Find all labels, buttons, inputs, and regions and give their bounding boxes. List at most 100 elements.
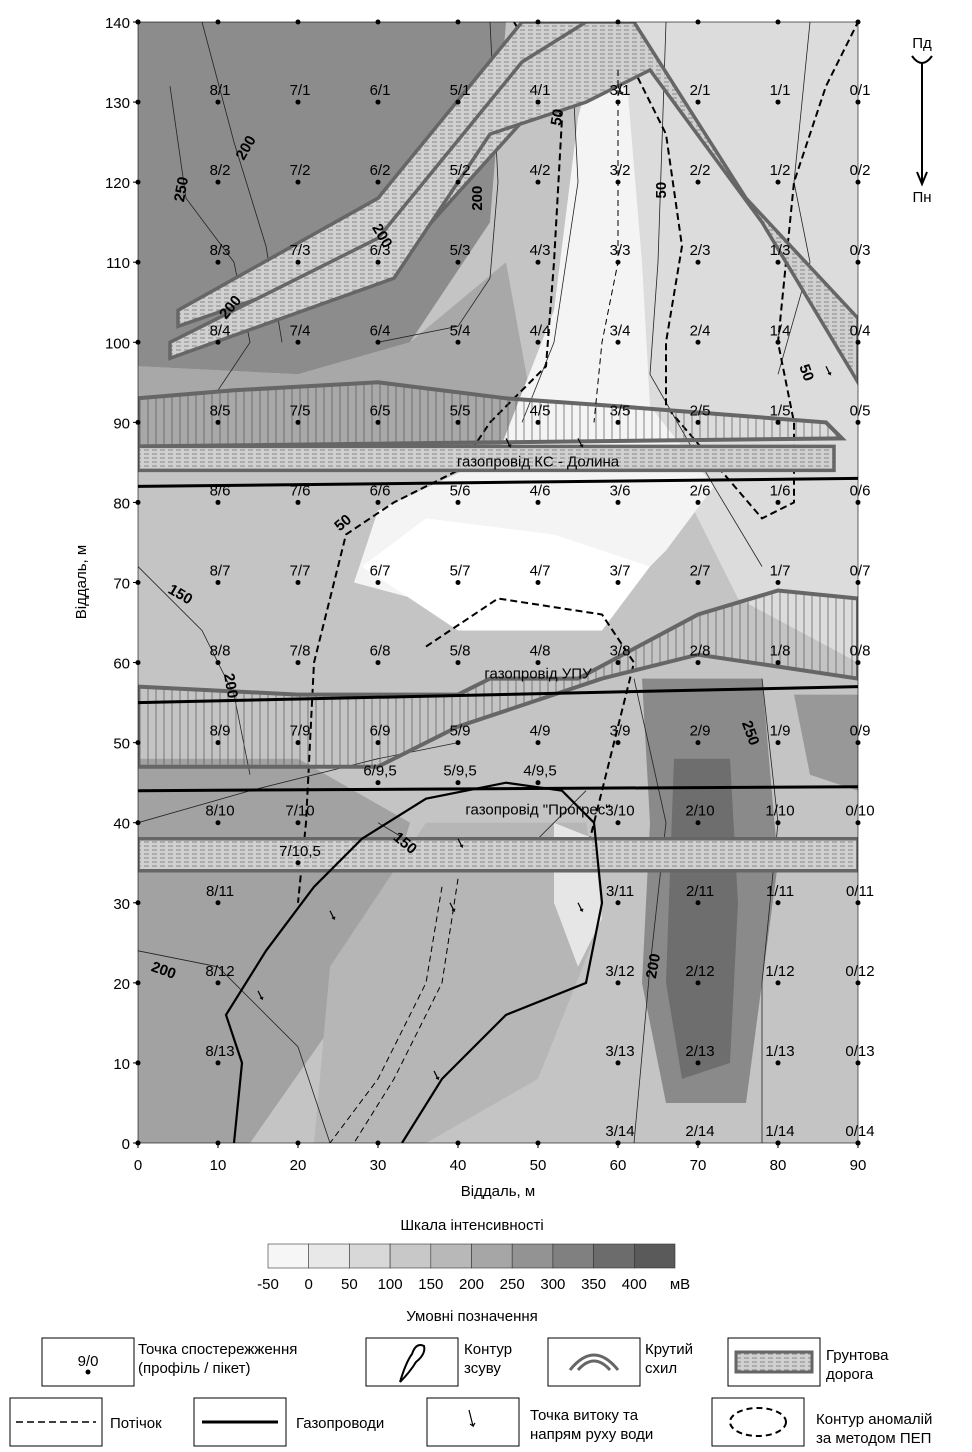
x-axis-dot — [856, 20, 861, 25]
observation-point — [456, 420, 461, 425]
observation-point — [776, 820, 781, 825]
scale-label: 300 — [540, 1276, 565, 1293]
observation-point — [616, 1141, 621, 1146]
x-tick-label: 60 — [610, 1157, 627, 1174]
y-axis-dot — [136, 340, 141, 345]
observation-point — [216, 180, 221, 185]
point-label: 8/13 — [205, 1043, 234, 1060]
observation-point — [776, 500, 781, 505]
observation-point — [296, 660, 301, 665]
observation-point — [376, 660, 381, 665]
observation-point — [456, 660, 461, 665]
observation-point — [376, 100, 381, 105]
y-axis-dot — [136, 900, 141, 905]
scale-box — [472, 1244, 513, 1268]
y-axis-dot — [136, 500, 141, 505]
y-axis-dot — [136, 420, 141, 425]
y-tick-label: 50 — [113, 736, 130, 753]
legend-text: дорога — [826, 1366, 874, 1383]
scale-label: 250 — [500, 1276, 525, 1293]
point-label: 3/8 — [610, 643, 631, 660]
point-label: 4/2 — [530, 162, 551, 179]
x-axis-dot — [216, 1141, 221, 1146]
point-label: 3/4 — [610, 322, 631, 339]
legend-sample: 9/0 — [78, 1353, 99, 1370]
pipeline-label: газопровід КС - Долина — [457, 453, 620, 470]
point-label: 5/4 — [450, 322, 471, 339]
y-tick-label: 70 — [113, 576, 130, 593]
observation-point — [616, 420, 621, 425]
observation-point — [776, 340, 781, 345]
observation-point — [216, 660, 221, 665]
x-tick-label: 40 — [450, 1157, 467, 1174]
point-label: 0/6 — [850, 482, 871, 499]
compass-south: Пд — [912, 35, 932, 52]
observation-point — [296, 180, 301, 185]
point-label: 0/4 — [850, 322, 871, 339]
observation-point — [616, 740, 621, 745]
observation-point — [456, 180, 461, 185]
observation-point — [856, 660, 861, 665]
y-axis-dot — [136, 180, 141, 185]
observation-point — [696, 260, 701, 265]
page: {"map":{ "xaxis":{"label":"Віддаль, м","… — [0, 0, 972, 1452]
legend-text: напрям руху води — [530, 1426, 653, 1443]
observation-point — [696, 740, 701, 745]
y-tick-label: 0 — [122, 1136, 130, 1153]
observation-point — [776, 580, 781, 585]
point-label: 7/4 — [290, 322, 311, 339]
legend-dot — [86, 1370, 91, 1375]
observation-point — [696, 500, 701, 505]
point-label: 8/7 — [210, 563, 231, 580]
observation-point — [216, 740, 221, 745]
point-label: 3/9 — [610, 723, 631, 740]
x-axis-dot — [296, 1141, 301, 1146]
scale-title: Шкала інтенсивності — [400, 1217, 543, 1234]
observation-point — [296, 420, 301, 425]
observation-point — [616, 260, 621, 265]
point-label: 1/5 — [770, 402, 791, 419]
y-tick-label: 80 — [113, 495, 130, 512]
legend-text: Точка спостережження — [138, 1341, 297, 1358]
observation-point — [696, 180, 701, 185]
scale-box — [309, 1244, 350, 1268]
point-label: 1/7 — [770, 563, 791, 580]
point-label: 3/13 — [605, 1043, 634, 1060]
legend-text: Потічок — [110, 1415, 162, 1432]
point-label: 5/6 — [450, 482, 471, 499]
observation-point — [856, 500, 861, 505]
observation-point — [376, 580, 381, 585]
point-label: 4/8 — [530, 643, 551, 660]
y-axis-dot — [136, 1141, 141, 1146]
scale-label: 0 — [305, 1276, 313, 1293]
legend-box — [366, 1338, 458, 1386]
scale-box — [349, 1244, 390, 1268]
observation-point — [216, 420, 221, 425]
observation-point — [216, 1060, 221, 1065]
x-tick-label: 70 — [690, 1157, 707, 1174]
observation-point — [696, 420, 701, 425]
legend-text: Крутий — [645, 1341, 693, 1358]
map-area — [138, 22, 858, 1143]
observation-point — [376, 260, 381, 265]
point-label: 0/8 — [850, 643, 871, 660]
x-axis-dot — [536, 20, 541, 25]
observation-point — [856, 980, 861, 985]
observation-point — [216, 500, 221, 505]
observation-point — [296, 740, 301, 745]
observation-point — [776, 100, 781, 105]
y-tick-label: 40 — [113, 816, 130, 833]
legend-box — [427, 1398, 519, 1446]
point-label: 0/13 — [845, 1043, 874, 1060]
x-axis-dot — [696, 20, 701, 25]
observation-point — [856, 900, 861, 905]
point-label: 3/5 — [610, 402, 631, 419]
point-label: 8/4 — [210, 322, 231, 339]
point-label: 2/1 — [690, 82, 711, 99]
observation-point — [216, 340, 221, 345]
y-tick-label: 90 — [113, 415, 130, 432]
observation-point — [776, 1141, 781, 1146]
scale-label: -50 — [257, 1276, 279, 1293]
figure: газопровід КС - Долинагазопровід УПУгазо… — [0, 0, 972, 1447]
observation-point — [456, 100, 461, 105]
